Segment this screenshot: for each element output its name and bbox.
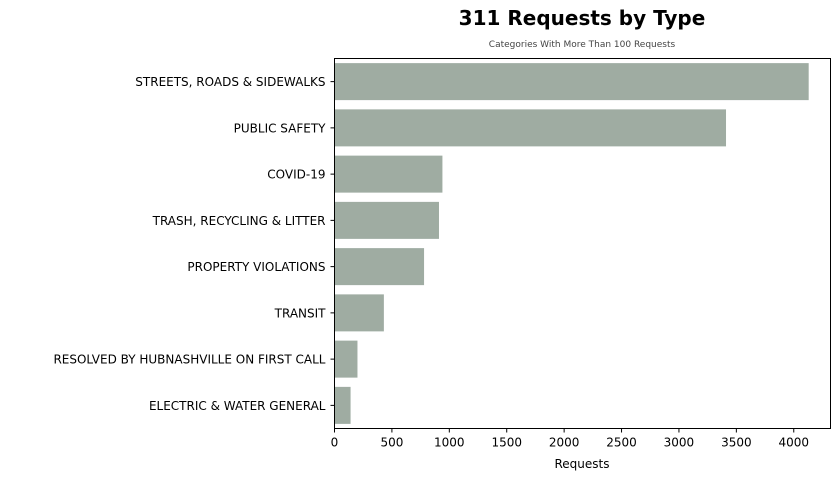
y-tick-label: TRANSIT <box>274 306 327 320</box>
bar <box>334 386 351 424</box>
bar <box>334 155 443 193</box>
x-tick-label: 3000 <box>664 436 695 450</box>
y-tick-label: STREETS, ROADS & SIDEWALKS <box>135 75 325 89</box>
y-tick-label: TRASH, RECYCLING & LITTER <box>152 214 326 228</box>
x-tick-label: 3500 <box>721 436 752 450</box>
y-tick-label: PROPERTY VIOLATIONS <box>187 260 325 274</box>
y-axis-ticks: STREETS, ROADS & SIDEWALKS PUBLIC SAFETY C… <box>53 75 335 413</box>
y-tick-label: PUBLIC SAFETY <box>234 121 327 135</box>
chart-subtitle: Categories With More Than 100 Requests <box>488 40 676 50</box>
y-tick-label: RESOLVED BY HUBNASHVILLE ON FIRST CALL <box>53 353 325 367</box>
bar <box>334 294 384 332</box>
x-tick-label: 2500 <box>606 436 637 450</box>
x-tick-label: 2000 <box>549 436 580 450</box>
x-tick-label: 1500 <box>491 436 522 450</box>
y-tick-label: COVID-19 <box>267 168 325 182</box>
x-tick-label: 0 <box>331 436 339 450</box>
x-tick-label: 500 <box>380 436 403 450</box>
bars-group <box>334 63 809 424</box>
bar <box>334 109 727 147</box>
x-tick-label: 4000 <box>778 436 809 450</box>
bar <box>334 201 439 239</box>
x-axis-ticks: 0 500 1000 1500 2000 2500 3000 3500 4000 <box>331 428 809 450</box>
plot-frame <box>334 58 831 429</box>
bar <box>334 248 425 286</box>
bar <box>334 63 809 101</box>
x-tick-label: 1000 <box>434 436 465 450</box>
chart-title: 311 Requests by Type <box>458 6 706 30</box>
bar <box>334 340 358 378</box>
y-tick-label: ELECTRIC & WATER GENERAL <box>149 399 326 413</box>
x-axis-label: Requests <box>555 457 610 471</box>
